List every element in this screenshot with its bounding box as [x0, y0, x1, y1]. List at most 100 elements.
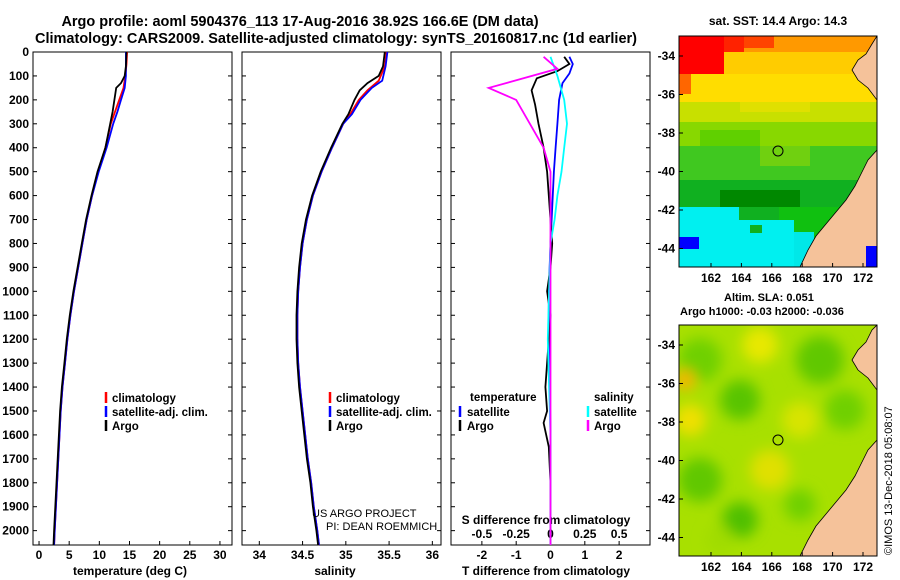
- x-tick-label: 0: [547, 548, 554, 562]
- lon-tick-label: 172: [853, 271, 873, 285]
- sla-map: [679, 325, 877, 556]
- s-diff-tick-label: -0.5: [472, 527, 493, 541]
- lat-tick-label: -36: [658, 377, 676, 391]
- legend-label-satellite-adj: satellite-adj. clim.: [112, 407, 208, 419]
- sst-map: [679, 36, 877, 267]
- argo-location-marker: [772, 434, 784, 446]
- lon-tick-label: 162: [701, 271, 721, 285]
- x-tick-label: 34.5: [291, 548, 315, 562]
- sst-map-lon-ticks: 162 164 166 168 170 172: [701, 263, 873, 285]
- legend-label-climatology: climatology: [112, 393, 177, 405]
- x-tick-label: 20: [153, 548, 167, 562]
- x-tick-label: 25: [183, 548, 197, 562]
- depth-tick-label: 1700: [2, 452, 29, 466]
- depth-tick-label: 100: [9, 69, 29, 83]
- lat-tick-label: -40: [658, 165, 676, 179]
- x-tick-label: -1: [511, 548, 522, 562]
- temperature-plot-frame: [32, 51, 233, 546]
- lon-tick-label: 164: [731, 560, 751, 574]
- series-argo: [52, 51, 128, 546]
- lat-tick-label: -42: [658, 492, 676, 506]
- imos-credit: ©IMOS 13-Dec-2018 05:08:07: [883, 406, 895, 555]
- lat-tick-label: -42: [658, 203, 676, 217]
- x-tick-label: 34: [253, 548, 267, 562]
- project-credit-line2: PI: DEAN ROEMMICH: [326, 521, 437, 533]
- s-diff-tick-label: 0.5: [611, 527, 628, 541]
- lon-tick-label: 166: [762, 560, 782, 574]
- lon-tick-label: 172: [853, 560, 873, 574]
- legend-label-s-satellite: satellite: [594, 407, 637, 419]
- series-satellite-adj-clim: [53, 52, 127, 546]
- legend-header-temperature: temperature: [470, 392, 536, 404]
- sst-map-title: sat. SST: 14.4 Argo: 14.3: [709, 14, 848, 28]
- legend-label-satellite-adj: satellite-adj. clim.: [336, 407, 432, 419]
- lat-tick-label: -34: [658, 49, 676, 63]
- sla-map-lat-ticks: -34 -36 -38 -40 -42 -44: [658, 338, 683, 545]
- legend-label-climatology: climatology: [336, 393, 401, 405]
- series-argo: [295, 51, 386, 546]
- project-credit-line1: US ARGO PROJECT: [312, 508, 417, 520]
- depth-tick-label: 700: [9, 213, 29, 227]
- sla-map-title: Altim. SLA: 0.051: [724, 292, 814, 304]
- depth-tick-marks: [33, 51, 650, 532]
- difference-t-xlabel: T difference from climatology: [462, 564, 630, 578]
- legend-header-salinity: salinity: [594, 392, 634, 404]
- series-climatology: [53, 51, 128, 546]
- x-tick-label: 5: [66, 548, 73, 562]
- lat-tick-label: -44: [658, 242, 676, 256]
- series-s-argo: [486, 56, 560, 545]
- depth-tick-label: 0: [22, 45, 29, 59]
- depth-tick-label: 300: [9, 117, 29, 131]
- lon-tick-label: 166: [762, 271, 782, 285]
- depth-tick-label: 1900: [2, 500, 29, 514]
- argo-location-marker: [772, 145, 784, 157]
- legend-label-t-satellite: satellite: [467, 407, 510, 419]
- lat-tick-label: -38: [658, 415, 676, 429]
- x-tick-label: 2: [616, 548, 623, 562]
- depth-tick-label: 1200: [2, 332, 29, 346]
- s-diff-tick-label: 0.25: [573, 527, 597, 541]
- x-tick-label: 30: [213, 548, 227, 562]
- salinity-xlabel: salinity: [314, 564, 356, 578]
- legend-label-s-argo: Argo: [594, 421, 621, 433]
- lat-tick-label: -34: [658, 338, 676, 352]
- salinity-series: [295, 51, 389, 546]
- s-diff-tick-label: -0.25: [503, 527, 531, 541]
- lat-tick-label: -36: [658, 88, 676, 102]
- lat-tick-label: -38: [658, 126, 676, 140]
- temperature-legend: climatology satellite-adj. clim. Argo: [104, 392, 208, 433]
- salinity-plot-frame: [241, 51, 442, 546]
- x-tick-label: 35.5: [377, 548, 401, 562]
- depth-tick-label: 1600: [2, 428, 29, 442]
- sla-map-subtitle: Argo h1000: -0.03 h2000: -0.036: [680, 306, 844, 318]
- lon-tick-label: 162: [701, 560, 721, 574]
- temperature-xlabel: temperature (deg C): [73, 564, 187, 578]
- difference-s-xlabel: S difference from climatology: [462, 513, 631, 527]
- temperature-xticks: 0 5 10 15 20 25 30: [36, 541, 227, 562]
- lon-tick-label: 170: [823, 271, 843, 285]
- depth-tick-label: 200: [9, 93, 29, 107]
- sst-map-frame: [678, 35, 878, 268]
- x-tick-label: 36: [426, 548, 440, 562]
- depth-tick-label: 1100: [3, 308, 29, 322]
- legend-label-argo: Argo: [336, 421, 363, 433]
- x-tick-label: -2: [477, 548, 488, 562]
- x-tick-label: 35: [339, 548, 353, 562]
- series-t-argo: [530, 56, 571, 545]
- depth-tick-label: 2000: [2, 524, 29, 538]
- depth-tick-label: 1400: [2, 380, 29, 394]
- series-satellite-adj-clim: [296, 51, 389, 546]
- depth-tick-label: 800: [9, 236, 29, 250]
- depth-tick-label: 1500: [2, 404, 29, 418]
- depth-tick-label: 1800: [2, 476, 29, 490]
- lon-tick-label: 168: [792, 560, 812, 574]
- legend-label-argo: Argo: [112, 421, 139, 433]
- salinity-xticks: 34 34.5 35 35.5 36: [253, 541, 440, 562]
- depth-tick-label: 500: [9, 165, 29, 179]
- temperature-series: [52, 51, 128, 546]
- sla-map-frame: [678, 324, 878, 557]
- depth-tick-labels: 0 100 200 300 400 500 600 700 800 900 1000 1100 1200…: [2, 45, 29, 538]
- x-tick-label: 15: [123, 548, 137, 562]
- lat-tick-label: -44: [658, 531, 676, 545]
